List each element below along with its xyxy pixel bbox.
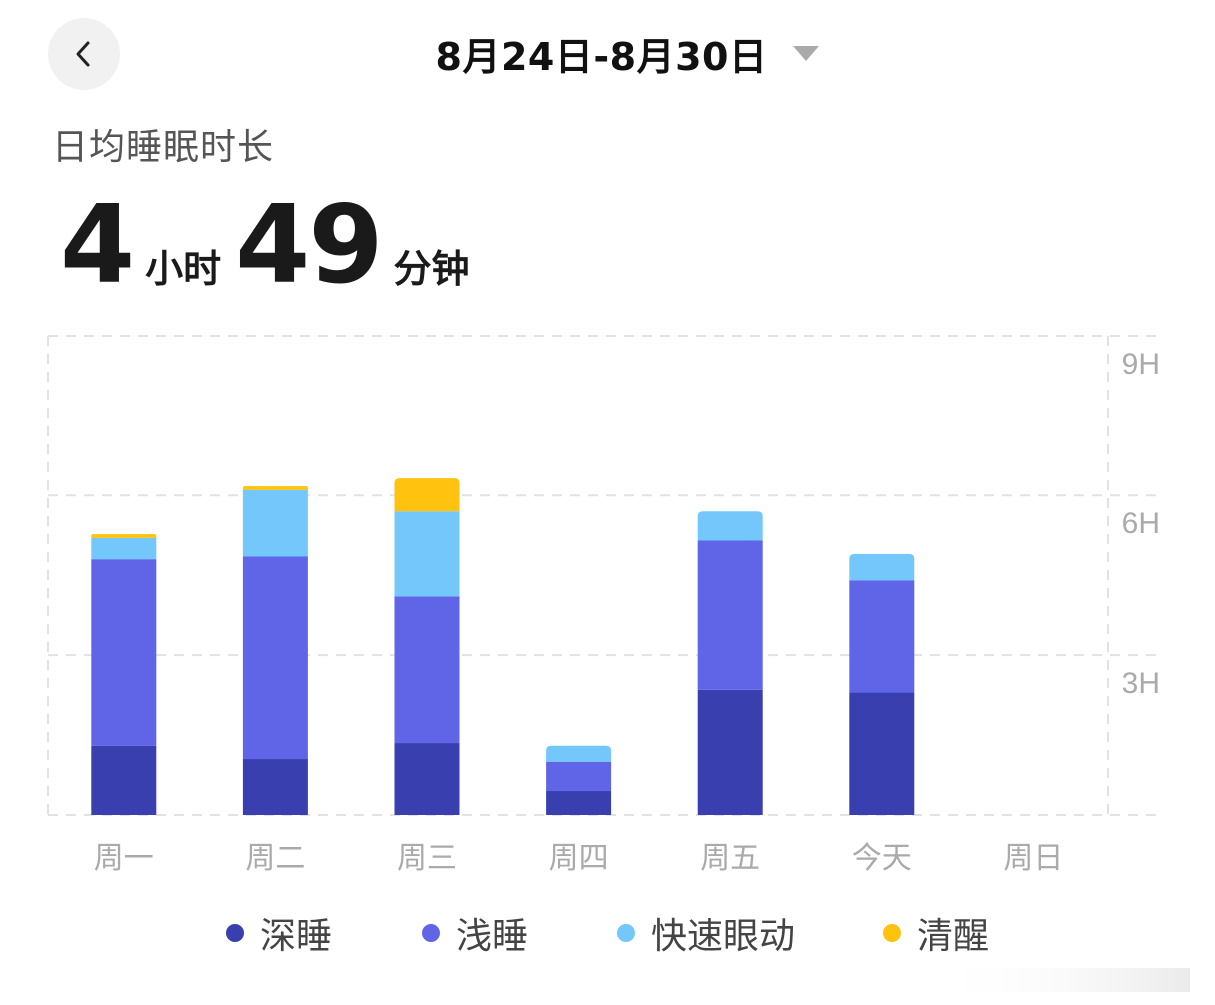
chart-legend: 深睡 浅睡 快速眼动 清醒 (0, 906, 1215, 960)
x-tick-label: 周一 (94, 841, 154, 876)
date-range-selector[interactable]: 8月24日-8月30日 (436, 26, 820, 81)
bar-segment (849, 692, 915, 815)
legend-label: 清醒 (917, 916, 990, 957)
y-tick-label: 6H (1122, 507, 1160, 540)
hours-value: 4 (60, 183, 135, 308)
legend-label: 深睡 (260, 916, 333, 957)
dropdown-triangle-icon (793, 45, 820, 61)
bar-segment (546, 761, 612, 792)
average-sleep-title: 日均睡眠时长 (52, 127, 275, 168)
bar-segment (242, 489, 308, 557)
bar-segment (394, 743, 460, 815)
sleep-bar-chart: 3H 6H 9H 周一 周二 周三 周四 周五 今天 周日 (47, 335, 1160, 876)
bar-segment (546, 791, 612, 815)
x-tick-label: 周二 (245, 841, 305, 876)
bar-segment (91, 745, 157, 815)
bar-segment (91, 534, 157, 538)
date-range-header: 8月24日-8月30日 (0, 26, 1215, 82)
bar-segment (242, 486, 308, 490)
chevron-left-icon (76, 41, 90, 67)
back-button[interactable] (48, 18, 120, 90)
y-tick-label: 3H (1122, 667, 1160, 700)
bar-segment (394, 478, 460, 512)
bar-segment (546, 745, 612, 762)
minutes-value: 49 (235, 183, 383, 308)
bar-segment (91, 537, 157, 560)
bar-segment (242, 556, 308, 760)
bar-segment (394, 511, 460, 597)
date-range-label: 8月24日-8月30日 (435, 35, 768, 79)
x-tick-label: 周五 (700, 841, 760, 876)
bar-segment (394, 596, 460, 744)
average-sleep-duration: 4 小时 49 分钟 (60, 192, 483, 300)
y-tick-label: 9H (1122, 348, 1160, 381)
legend-dot (226, 924, 244, 942)
legend-item: 深睡 (226, 906, 332, 960)
bar-segment (697, 511, 763, 541)
watermark-image (930, 968, 1190, 992)
bar-segment (91, 559, 157, 746)
legend-dot (883, 924, 901, 942)
legend-label: 快速眼动 (651, 916, 796, 957)
x-tick-label: 周四 (549, 841, 609, 876)
bar-segment (849, 553, 915, 581)
x-tick-label: 周日 (1003, 841, 1063, 876)
legend-item: 浅睡 (422, 906, 528, 960)
legend-dot (422, 924, 440, 942)
bar-segment (849, 580, 915, 693)
x-tick-label: 周三 (397, 841, 457, 876)
legend-label: 浅睡 (456, 916, 529, 957)
legend-item: 快速眼动 (617, 906, 795, 960)
legend-dot (617, 924, 635, 942)
bar-segment (242, 759, 308, 815)
bar-segment (697, 689, 763, 815)
bar-segment (697, 540, 763, 690)
legend-item: 清醒 (883, 906, 989, 960)
hours-unit: 小时 (145, 247, 222, 291)
x-tick-label: 今天 (852, 841, 912, 876)
minutes-unit: 分钟 (393, 247, 470, 291)
